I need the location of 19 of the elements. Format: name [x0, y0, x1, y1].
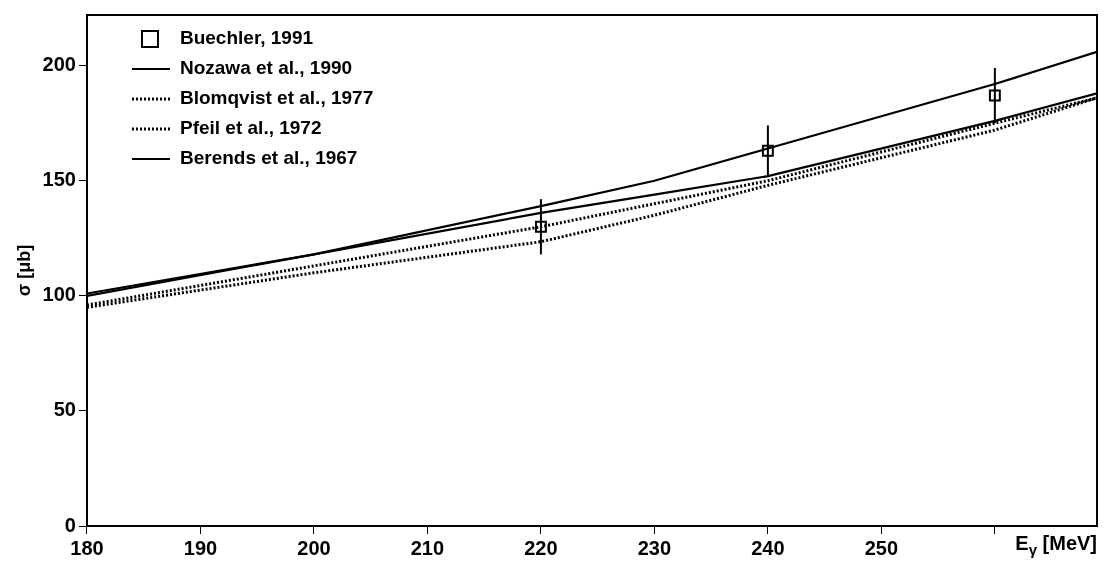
legend-label: Berends et al., 1967: [179, 147, 358, 169]
y-tick-label: 50: [53, 398, 76, 421]
legend-label: Blomqvist et al., 1977: [179, 87, 374, 109]
y-tick-label: 0: [64, 513, 76, 536]
x-tick-label: 230: [637, 536, 672, 559]
x-tick-label: 210: [410, 536, 445, 559]
x-tick-label: 240: [751, 536, 785, 559]
x-tick-label: 200: [297, 536, 331, 559]
y-tick-label: 100: [42, 283, 76, 306]
x-tick-label: 180: [70, 536, 104, 559]
x-tick-label: 190: [183, 536, 218, 559]
y-tick-label: 150: [42, 168, 76, 191]
x-tick-label: 250: [864, 536, 899, 559]
legend-label: Nozawa et al., 1990: [179, 57, 353, 79]
x-tick-label: 220: [524, 536, 558, 559]
legend-label: Buechler, 1991: [179, 27, 314, 49]
y-tick-label: 200: [42, 53, 76, 76]
legend-label: Pfeil et al., 1972: [179, 117, 322, 139]
y-axis-title: σ [μb]: [13, 244, 34, 297]
